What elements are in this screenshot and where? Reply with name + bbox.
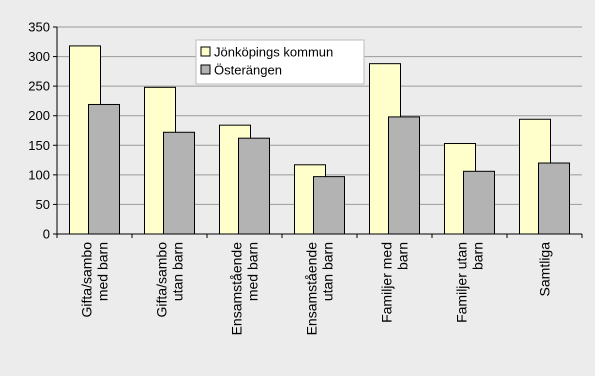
category-label-line: barn — [395, 242, 411, 270]
legend-swatch — [200, 64, 211, 75]
category-label: Ensamstående utan barn — [304, 242, 336, 336]
category-label-line: utan barn — [170, 242, 186, 301]
legend-label: Jönköpings kommun — [214, 45, 333, 60]
category-label: Gifta/sambo utan barn — [154, 242, 186, 318]
category-label-line: utan barn — [320, 242, 336, 301]
category-label: Familjer utan barn — [454, 242, 486, 323]
bar-osterangen — [463, 170, 495, 235]
category-label-line: Gifta/sambo — [154, 242, 170, 318]
y-tick-label: 300 — [28, 49, 50, 64]
bar-osterangen — [388, 116, 420, 235]
bar-osterangen — [238, 137, 270, 235]
category-label-line: Ensamstående — [304, 242, 320, 336]
y-tick-label: 150 — [28, 138, 50, 153]
category-label-line: Samtliga — [537, 242, 553, 297]
bars — [69, 45, 570, 235]
bar-osterangen — [88, 103, 120, 235]
bar-osterangen — [313, 176, 345, 235]
bar-osterangen — [163, 131, 195, 235]
category-label: Familjer med barn — [379, 242, 411, 323]
y-tick-label: 100 — [28, 167, 50, 182]
category-label-line: Familjer med — [379, 242, 395, 323]
category-label: Ensamstående med barn — [229, 242, 261, 336]
category-label-line: med barn — [95, 242, 111, 301]
y-tick-label: 350 — [28, 20, 50, 35]
legend: Jönköpings kommun Österängen — [195, 39, 365, 85]
category-label-line: Ensamstående — [229, 242, 245, 336]
y-tick-label: 0 — [43, 227, 50, 242]
y-tick-label: 250 — [28, 79, 50, 94]
category-label: Gifta/sambo med barn — [79, 242, 111, 318]
y-tick-label: 50 — [36, 197, 50, 212]
bar-osterangen — [538, 162, 570, 235]
category-label-line: Gifta/sambo — [79, 242, 95, 318]
category-label-line: med barn — [245, 242, 261, 301]
legend-box — [195, 39, 365, 85]
legend-swatch — [200, 46, 211, 57]
y-tick-label: 200 — [28, 108, 50, 123]
category-label: Samtliga — [537, 242, 553, 297]
legend-label: Österängen — [214, 63, 282, 78]
category-label-line: Familjer utan — [454, 242, 470, 323]
category-label-line: barn — [470, 242, 486, 270]
